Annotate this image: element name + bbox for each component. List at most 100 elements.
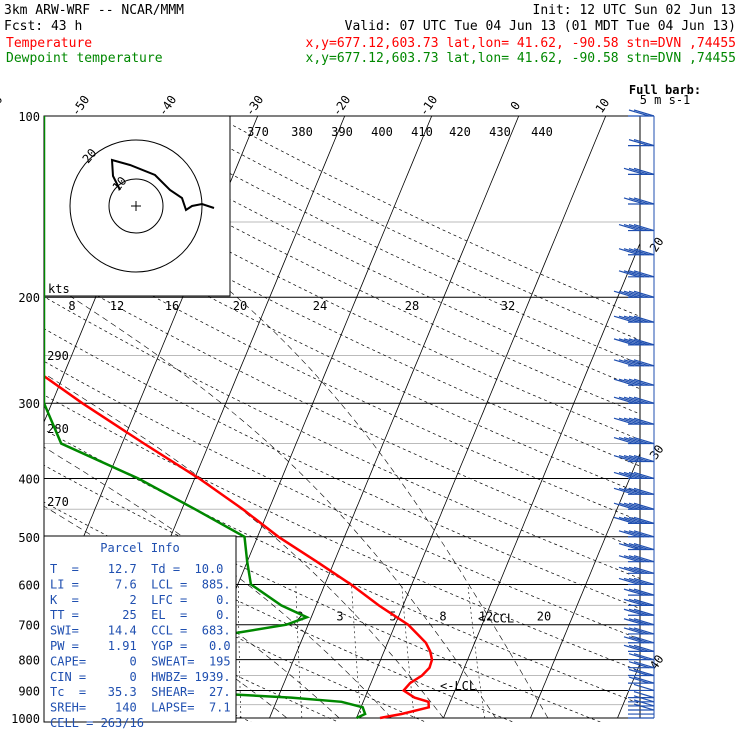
wind-barb — [618, 270, 655, 278]
parcel-info-row: CELL = 263/16 — [50, 716, 144, 730]
moist-adiabat — [44, 278, 496, 719]
isotherm-label: 40 — [647, 652, 667, 672]
wind-barb — [623, 644, 655, 652]
parcel-info-title: Parcel Info — [100, 541, 179, 555]
wind-barb — [618, 555, 655, 563]
wind-barb — [628, 683, 655, 692]
parcel-info-row: K = 2 LFC = 0. — [50, 593, 231, 607]
wind-barb — [628, 695, 655, 703]
dry-adiabat — [170, 116, 640, 341]
theta-label: 430 — [489, 125, 511, 139]
parcel-info-row: SWI= 14.4 CCL = 683. — [50, 624, 231, 638]
dry-adiabat — [44, 328, 640, 609]
init-time: Init: 12 UTC Sun 02 Jun 13 — [533, 3, 737, 18]
wind-barb — [623, 627, 655, 635]
theta-label: 420 — [449, 125, 471, 139]
theta-label: 370 — [247, 125, 269, 139]
hodograph-ring — [108, 178, 164, 234]
wind-barb — [628, 139, 655, 147]
theta-label: 440 — [531, 125, 553, 139]
mixing-ratio-line — [351, 584, 362, 719]
dry-adiabat — [44, 148, 640, 441]
wind-barb — [628, 703, 655, 711]
wind-barbs — [613, 109, 655, 719]
parcel-info-panel: Parcel Info T = 12.7 Td = 10.0LI = 7.6 L… — [43, 535, 237, 730]
dry-adiabat — [44, 578, 339, 722]
wind-barb — [623, 636, 655, 644]
dewpoint-location: x,y=677.12,603.73 lat,lon= 41.62, -90.58… — [306, 51, 736, 66]
isotherm — [705, 116, 740, 718]
pressure-label: 400 — [18, 472, 40, 486]
dry-adiabat — [79, 116, 640, 390]
pressure-label: 300 — [18, 397, 40, 411]
theta-label: 380 — [291, 125, 313, 139]
hodograph-unit: kts — [48, 282, 70, 296]
dry-adiabat — [44, 205, 640, 494]
pressure-label: 600 — [18, 578, 40, 592]
wind-barb — [613, 417, 655, 425]
pressure-label: 1000 — [11, 712, 40, 726]
wind-barb — [628, 653, 655, 661]
parcel-info-row: SREH= 140 LAPSE= 7.1 — [50, 701, 231, 715]
wind-barb — [613, 502, 655, 510]
wind-barb — [623, 167, 655, 175]
mixing-ratio-label: 2 — [296, 610, 303, 624]
theta-label: 270 — [47, 495, 69, 509]
wind-barb — [613, 315, 655, 323]
isotherm — [269, 116, 520, 719]
hodograph-speed-tick: 32 — [501, 299, 515, 313]
theta-label: 390 — [331, 125, 353, 139]
wind-barb — [613, 396, 655, 404]
parcel-info-row: T = 12.7 Td = 10.0 — [50, 562, 223, 576]
mixing-ratio-label: 12 — [479, 610, 493, 624]
lcl-marker: <-LCL — [440, 679, 476, 693]
barb-legend-title: Full barb: — [629, 83, 701, 97]
hodograph-speed-tick: 28 — [405, 299, 419, 313]
hodograph-speed-tick: 20 — [233, 299, 247, 313]
dry-adiabat — [44, 464, 602, 722]
valid-time: Valid: 07 UTC Tue 04 Jun 13 (01 MDT Tue … — [345, 19, 736, 34]
isotherm — [443, 242, 640, 719]
moist-adiabat — [44, 373, 444, 719]
temperature-profile — [44, 374, 434, 720]
parcel-info-row: CIN = 0 HWBZ= 1939. — [50, 670, 231, 684]
isotherm-label: 20 — [647, 235, 667, 255]
wind-barb — [613, 516, 655, 524]
theta-label: 290 — [47, 349, 69, 363]
wind-barb — [613, 454, 655, 463]
dry-adiabat — [44, 360, 640, 640]
wind-barb — [628, 699, 655, 707]
isotherm — [617, 662, 640, 719]
mixing-ratio-label: 3 — [336, 610, 343, 624]
wind-barb — [628, 661, 655, 669]
hodograph-speed-tick: 8 — [68, 299, 75, 313]
isotherm-label: -50 — [69, 93, 93, 119]
wind-barb — [628, 676, 655, 684]
dry-adiabat — [44, 296, 640, 579]
wind-barb — [618, 248, 655, 256]
isotherm-label: 10 — [593, 96, 613, 116]
isotherm — [356, 116, 607, 719]
model-title: 3km ARW-WRF -- NCAR/MMM — [4, 3, 184, 18]
mixing-ratio-line — [467, 584, 485, 719]
mixing-ratio-line — [401, 584, 415, 719]
pressure-label: 200 — [18, 291, 40, 305]
pressure-label: 500 — [18, 531, 40, 545]
wind-barb — [618, 566, 655, 574]
pressure-label: 100 — [18, 110, 40, 124]
temperature-legend: Temperature — [6, 36, 92, 51]
parcel-info-row: PW = 1.91 YGP = 0.0 — [50, 639, 231, 653]
dry-adiabat — [44, 265, 640, 550]
wind-barb — [628, 668, 655, 677]
parcel-info-row: TT = 25 EL = 0. — [50, 608, 231, 622]
wind-barb — [623, 197, 655, 205]
isotherm — [44, 116, 172, 424]
hodograph-ring — [69, 139, 203, 273]
parcel-info-row: Tc = 35.3 SHEAR= 27. — [50, 685, 231, 699]
wind-barb — [628, 691, 655, 699]
theta-label: 410 — [411, 125, 433, 139]
wind-barb — [623, 608, 655, 616]
wind-barb — [618, 542, 655, 551]
